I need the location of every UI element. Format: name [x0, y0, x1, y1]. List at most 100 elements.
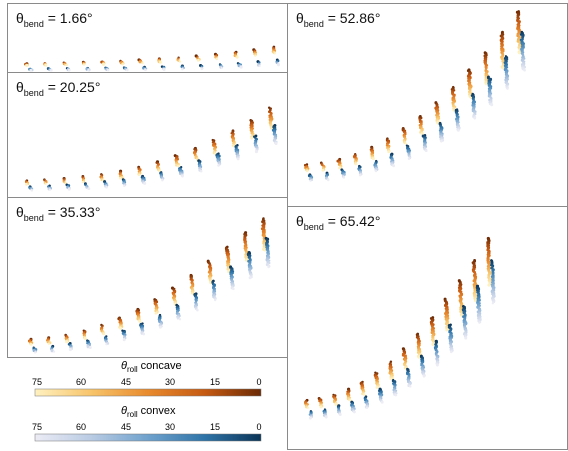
data-point	[123, 184, 126, 187]
tick-label: 60	[76, 422, 86, 432]
bend-value: = 20.25°	[47, 79, 101, 95]
data-point	[137, 173, 141, 177]
concave-word: concave	[141, 360, 182, 372]
data-point	[49, 68, 53, 72]
colorbar-convex-label: θroll convex	[121, 405, 176, 419]
panel-bend-35-33: θbend = 35.33°	[7, 197, 288, 358]
data-point	[439, 139, 443, 143]
series-concave	[27, 217, 267, 346]
bend-subscript: bend	[23, 18, 44, 29]
data-point	[239, 65, 243, 69]
panel-title-bend-65-42: θbend = 65.42°	[296, 213, 380, 235]
colorbar-concave-ticks: 75 60 45 30 15 0	[32, 377, 262, 387]
data-point	[321, 168, 325, 172]
data-point	[353, 156, 356, 159]
tick-label: 75	[32, 422, 42, 432]
bend-value: = 1.66°	[47, 10, 93, 26]
data-point	[29, 343, 33, 346]
series-convex	[32, 236, 271, 354]
data-point	[29, 68, 33, 72]
roll-subscript: roll	[127, 365, 138, 374]
convex-word: convex	[141, 405, 176, 417]
data-point	[435, 363, 439, 367]
theta-symbol: θ	[296, 10, 304, 26]
panel-bend-20-25: θbend = 20.25°	[7, 72, 288, 198]
data-point	[85, 186, 88, 189]
data-point	[254, 54, 257, 57]
data-point	[517, 51, 521, 55]
data-point	[308, 416, 312, 420]
data-point	[52, 350, 56, 353]
series-convex	[307, 30, 526, 182]
data-point	[119, 176, 122, 180]
data-point	[67, 187, 71, 191]
data-point	[274, 142, 278, 146]
data-point	[324, 415, 328, 419]
data-point	[478, 321, 481, 324]
data-point	[248, 276, 252, 280]
data-point	[87, 187, 91, 191]
theta-symbol: θ	[121, 405, 127, 417]
bend-subscript: bend	[303, 221, 324, 232]
colorbar-convex-bar	[34, 433, 262, 442]
data-point	[196, 58, 200, 62]
data-point	[217, 164, 220, 167]
data-point	[342, 176, 346, 179]
bend-subscript: bend	[23, 87, 44, 98]
data-point	[464, 336, 468, 340]
data-point	[392, 164, 396, 168]
data-point	[450, 350, 453, 354]
colorbar-concave-bar	[34, 388, 262, 397]
data-point	[106, 68, 110, 72]
data-point	[138, 60, 142, 64]
data-point	[48, 188, 52, 191]
data-point	[25, 183, 28, 186]
theta-symbol: θ	[121, 360, 127, 372]
theta-symbol: θ	[16, 10, 24, 26]
data-point	[404, 142, 407, 145]
scatter-plot-bend-52-86	[303, 10, 526, 182]
data-point	[154, 311, 158, 315]
data-point	[385, 143, 389, 147]
data-point	[144, 68, 147, 72]
bend-value: = 52.86°	[327, 10, 381, 26]
data-point	[83, 336, 87, 340]
data-point	[43, 179, 46, 182]
data-point	[34, 351, 37, 354]
theta-symbol: θ	[16, 204, 24, 220]
data-point	[258, 64, 261, 68]
data-point	[235, 55, 239, 59]
data-point	[44, 182, 47, 186]
data-point	[82, 63, 86, 66]
data-point	[44, 63, 48, 67]
data-point	[65, 340, 69, 344]
data-point	[215, 57, 218, 61]
theta-symbol: θ	[296, 213, 304, 229]
data-point	[506, 87, 509, 90]
tick-label: 45	[121, 377, 131, 387]
data-point	[267, 265, 270, 269]
panel-bend-65-42: θbend = 65.42°	[287, 206, 568, 450]
data-point	[158, 325, 162, 329]
theta-symbol: θ	[16, 79, 24, 95]
series-convex	[308, 259, 496, 420]
data-point	[260, 227, 264, 231]
data-point	[220, 66, 223, 70]
data-point	[352, 410, 356, 414]
data-point	[273, 52, 276, 55]
panel-bend-52-86: θbend = 52.86°	[287, 3, 568, 207]
series-convex	[28, 58, 281, 72]
data-point	[65, 63, 68, 67]
data-point	[101, 62, 106, 66]
scatter-plot-bend-35-33	[27, 217, 271, 354]
data-point	[125, 68, 129, 72]
data-point	[141, 61, 144, 65]
data-point	[105, 343, 108, 346]
tick-label: 75	[32, 377, 42, 387]
scatter-plot-bend-1-66	[24, 45, 281, 72]
data-point	[87, 68, 90, 72]
data-point	[162, 67, 166, 72]
data-point	[305, 169, 309, 173]
bend-value: = 65.42°	[327, 213, 381, 229]
data-point	[387, 150, 391, 154]
